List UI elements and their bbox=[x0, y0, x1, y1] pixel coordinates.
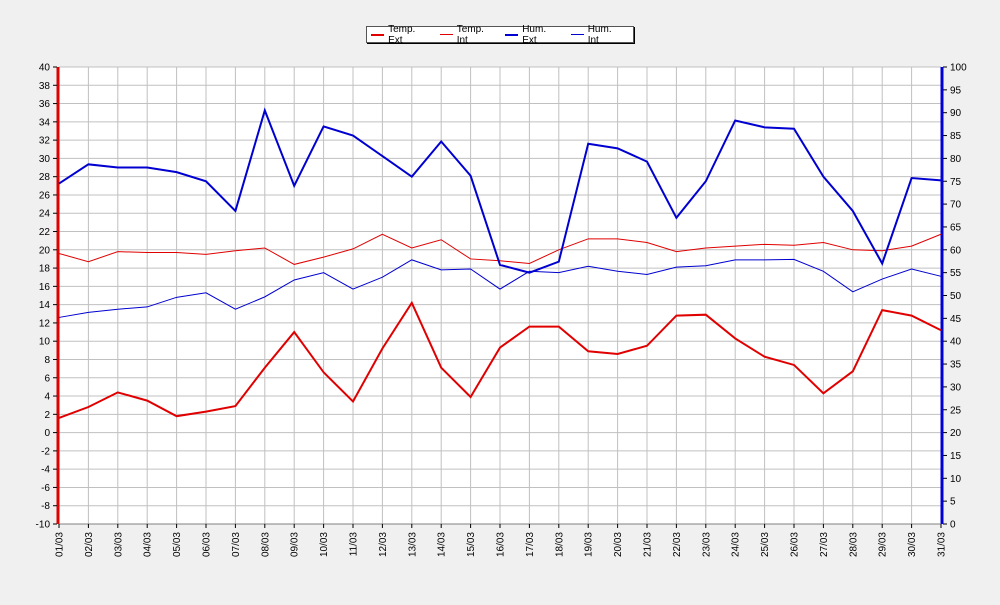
x-tick-label: 05/03 bbox=[172, 532, 183, 557]
x-tick-label: 13/03 bbox=[407, 532, 418, 557]
legend-item-hum-ext: Hum. Ext bbox=[505, 24, 561, 46]
x-tick-label: 08/03 bbox=[260, 532, 271, 557]
right-tick-label: 15 bbox=[950, 451, 962, 462]
right-tick-label: 0 bbox=[950, 520, 956, 531]
right-tick-label: 20 bbox=[950, 428, 962, 439]
left-tick-label: 14 bbox=[39, 300, 51, 311]
x-tick-label: 26/03 bbox=[790, 532, 801, 557]
x-tick-label: 29/03 bbox=[878, 532, 889, 557]
left-tick-label: 16 bbox=[39, 282, 51, 293]
x-tick-label: 22/03 bbox=[672, 532, 683, 557]
x-tick-label: 28/03 bbox=[848, 532, 859, 557]
left-tick-label: 26 bbox=[39, 190, 51, 201]
x-tick-label: 21/03 bbox=[643, 532, 654, 557]
x-tick-label: 31/03 bbox=[937, 532, 948, 557]
left-tick-label: 4 bbox=[44, 392, 50, 403]
left-tick-label: 20 bbox=[39, 245, 51, 256]
x-tick-label: 19/03 bbox=[584, 532, 595, 557]
legend: Temp. Ext Temp. Int Hum. Ext Hum. Int bbox=[366, 26, 634, 43]
left-tick-label: 40 bbox=[39, 63, 51, 74]
left-tick-label: 24 bbox=[39, 209, 51, 220]
left-tick-label: -8 bbox=[41, 501, 50, 512]
x-tick-label: 25/03 bbox=[760, 532, 771, 557]
legend-swatch-hum-ext bbox=[505, 34, 518, 36]
right-tick-label: 90 bbox=[950, 108, 962, 119]
legend-item-hum-int: Hum. Int bbox=[571, 24, 623, 46]
left-tick-label: 34 bbox=[39, 117, 51, 128]
left-axis-ticks: -10-8-6-4-202468101214161820222426283032… bbox=[36, 63, 57, 531]
left-tick-label: 38 bbox=[39, 81, 51, 92]
right-tick-label: 65 bbox=[950, 222, 962, 233]
legend-label-temp-int: Temp. Int bbox=[457, 24, 495, 46]
right-tick-label: 100 bbox=[950, 63, 967, 74]
legend-label-hum-ext: Hum. Ext bbox=[522, 24, 560, 46]
x-tick-label: 03/03 bbox=[113, 532, 124, 557]
x-tick-label: 17/03 bbox=[525, 532, 536, 557]
x-tick-label: 07/03 bbox=[231, 532, 242, 557]
legend-item-temp-int: Temp. Int bbox=[440, 24, 496, 46]
legend-item-temp-ext: Temp. Ext bbox=[371, 24, 430, 46]
left-tick-label: -6 bbox=[41, 483, 50, 494]
x-tick-label: 23/03 bbox=[701, 532, 712, 557]
right-tick-label: 30 bbox=[950, 382, 962, 393]
right-tick-label: 70 bbox=[950, 200, 962, 211]
left-tick-label: 10 bbox=[39, 337, 51, 348]
x-tick-label: 10/03 bbox=[319, 532, 330, 557]
x-tick-label: 09/03 bbox=[290, 532, 301, 557]
x-axis-ticks: 01/03 02/03 03/03 04/03 05/03 06/03 07/03 08/03… bbox=[55, 524, 948, 557]
right-tick-label: 10 bbox=[950, 474, 962, 485]
left-tick-label: 18 bbox=[39, 264, 51, 275]
x-tick-label: 30/03 bbox=[907, 532, 918, 557]
x-tick-label: 20/03 bbox=[613, 532, 624, 557]
left-tick-label: 32 bbox=[39, 136, 51, 147]
left-tick-label: 0 bbox=[44, 428, 50, 439]
left-tick-label: 22 bbox=[39, 227, 51, 238]
left-tick-label: 28 bbox=[39, 172, 51, 183]
left-tick-label: -4 bbox=[41, 465, 50, 476]
right-tick-label: 95 bbox=[950, 85, 962, 96]
right-tick-label: 85 bbox=[950, 131, 962, 142]
right-axis-ticks: 0 5 10 15 20 25 30 35 40 45 50 55 60 65 70 75 80 85 90 95 10… bbox=[943, 63, 967, 531]
left-tick-label: 36 bbox=[39, 99, 51, 110]
left-tick-label: -2 bbox=[41, 446, 50, 457]
left-tick-label: 6 bbox=[44, 373, 50, 384]
legend-swatch-temp-ext bbox=[371, 34, 384, 36]
x-tick-label: 11/03 bbox=[349, 532, 360, 557]
left-tick-label: -10 bbox=[36, 520, 51, 531]
right-tick-label: 75 bbox=[950, 177, 962, 188]
x-tick-label: 12/03 bbox=[378, 532, 389, 557]
right-tick-label: 45 bbox=[950, 314, 962, 325]
legend-swatch-hum-int bbox=[571, 34, 584, 35]
legend-label-hum-int: Hum. Int bbox=[588, 24, 623, 46]
x-tick-label: 24/03 bbox=[731, 532, 742, 557]
right-tick-label: 80 bbox=[950, 154, 962, 165]
right-tick-label: 60 bbox=[950, 245, 962, 256]
x-tick-label: 01/03 bbox=[55, 532, 66, 557]
left-tick-label: 2 bbox=[44, 410, 50, 421]
x-tick-label: 02/03 bbox=[84, 532, 95, 557]
x-tick-label: 27/03 bbox=[819, 532, 830, 557]
legend-label-temp-ext: Temp. Ext bbox=[388, 24, 430, 46]
right-tick-label: 55 bbox=[950, 268, 962, 279]
left-tick-label: 30 bbox=[39, 154, 51, 165]
right-tick-label: 25 bbox=[950, 405, 962, 416]
right-tick-label: 50 bbox=[950, 291, 962, 302]
x-tick-label: 18/03 bbox=[554, 532, 565, 557]
x-tick-label: 04/03 bbox=[143, 532, 154, 557]
x-tick-label: 15/03 bbox=[466, 532, 477, 557]
x-tick-label: 16/03 bbox=[496, 532, 507, 557]
right-tick-label: 40 bbox=[950, 337, 962, 348]
x-tick-label: 14/03 bbox=[437, 532, 448, 557]
right-tick-label: 5 bbox=[950, 497, 956, 508]
legend-swatch-temp-int bbox=[440, 34, 453, 35]
left-tick-label: 8 bbox=[44, 355, 50, 366]
x-tick-label: 06/03 bbox=[202, 532, 213, 557]
left-tick-label: 12 bbox=[39, 318, 51, 329]
right-tick-label: 35 bbox=[950, 360, 962, 371]
